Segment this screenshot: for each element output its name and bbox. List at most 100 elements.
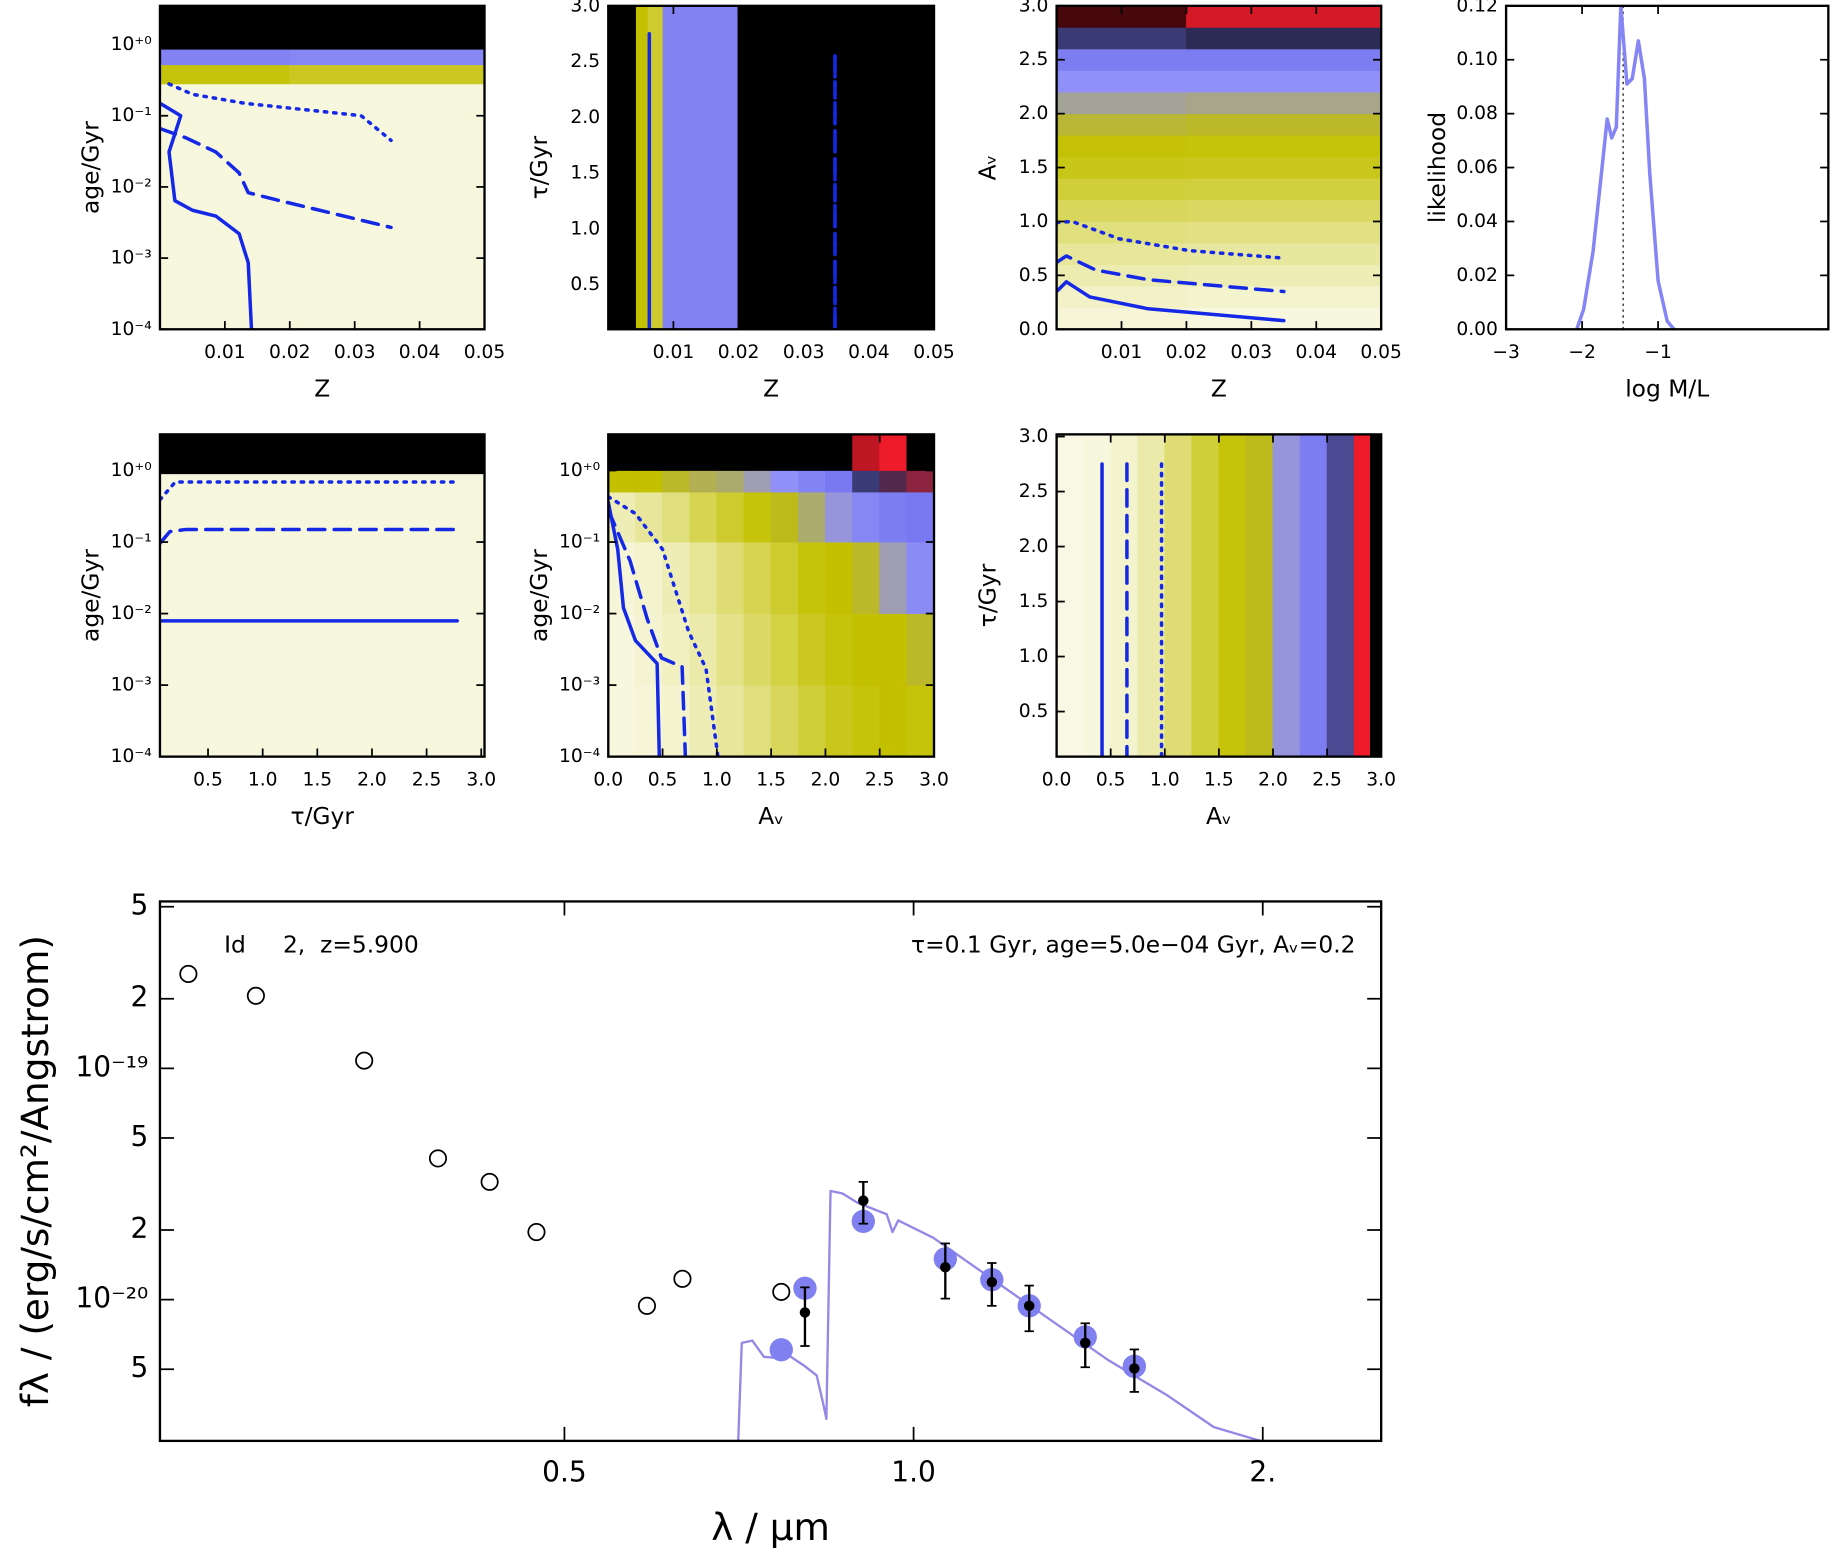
heatmap-cell: [906, 613, 935, 686]
heatmap-cell: [1083, 434, 1112, 757]
y-tick-label: 10⁺⁰: [111, 34, 152, 55]
y-tick-label: 5: [130, 889, 148, 922]
curve: [159, 101, 254, 330]
heatmap-cell: [825, 684, 853, 757]
heatmap-cell: [1056, 113, 1187, 136]
heatmap-cell: [852, 684, 881, 757]
plot-frame: [607, 4, 936, 331]
y-tick-label: 2.5: [1019, 49, 1049, 70]
y-tick-label: 10⁻¹: [111, 532, 152, 553]
y-tick-label: 2.5: [1019, 481, 1049, 502]
y-tick-label: 10⁻³: [559, 675, 600, 696]
heatmap-cell: [716, 470, 745, 493]
observed-point: [940, 1262, 951, 1273]
heatmap-cell: [770, 434, 799, 471]
open-point: [246, 986, 265, 1005]
y-axis-label: age/Gyr: [77, 121, 105, 214]
heatmap-cell: [689, 684, 718, 757]
heatmap-cell: [1056, 134, 1187, 158]
y-axis-label: Aᵥ: [973, 155, 1001, 181]
heatmap-cell: [1186, 48, 1382, 71]
y-tick-label: 0.04: [1456, 211, 1498, 232]
heatmap-cell: [608, 434, 636, 471]
heatmap-cell: [1353, 434, 1371, 757]
plot-area: [179, 964, 1262, 1441]
heatmap-cell: [906, 541, 935, 614]
heatmap-cell: [662, 470, 691, 493]
observed-point: [986, 1276, 998, 1288]
heatmap-cell: [716, 541, 745, 614]
open-point: [480, 1172, 499, 1191]
x-tick-label: 0.04: [1295, 342, 1337, 363]
y-tick-label: 0.00: [1456, 319, 1498, 340]
plot-frame: [1504, 4, 1830, 331]
y-tick-label: 5: [130, 1120, 148, 1153]
x-tick-label: 0.04: [399, 342, 441, 363]
y-axis-label: fλ / (erg/s/cm²/Angstrom): [13, 935, 57, 1407]
heatmap-cell: [906, 491, 935, 543]
heatmap-cell: [159, 473, 485, 757]
heatmap-cell: [879, 541, 908, 614]
plot-area: [608, 434, 935, 757]
heatmap-cell: [770, 470, 799, 493]
heatmap-cell: [608, 613, 636, 686]
heatmap-cell: [1186, 70, 1382, 93]
observed-point: [799, 1307, 811, 1318]
heatmap-cell: [797, 491, 826, 543]
heatmap-cell: [1186, 307, 1382, 330]
x-tick-label: 0.5: [1096, 769, 1126, 790]
heatmap-cell: [1056, 27, 1187, 50]
heatmap-cell: [906, 434, 935, 471]
heatmap-cell: [743, 684, 772, 757]
observed-point: [1129, 1363, 1140, 1374]
heatmap-cell: [1056, 434, 1084, 757]
curve: [737, 1189, 1262, 1441]
heatmap-cell: [716, 434, 745, 471]
heatmap-cell: [608, 684, 636, 757]
heatmap-cell: [879, 434, 908, 471]
x-tick-label: 1.0: [1150, 769, 1180, 790]
curve: [1056, 280, 1286, 323]
x-tick-label: 0.01: [653, 342, 695, 363]
heatmap-cell: [1218, 434, 1247, 757]
heatmap-cell: [825, 470, 853, 493]
heatmap-cell: [1370, 434, 1382, 757]
x-axis-label: λ / μm: [711, 1505, 830, 1549]
heatmap-cell: [770, 541, 799, 614]
y-tick-label: 2: [130, 1212, 148, 1245]
x-tick-label: 2.5: [865, 769, 895, 790]
heatmap-cell: [1186, 264, 1382, 287]
y-tick-label: 3.0: [1019, 426, 1049, 447]
x-tick-label: 2.0: [811, 769, 841, 790]
heatmap-cell: [159, 48, 291, 66]
y-tick-label: 10⁻¹: [111, 105, 152, 126]
heatmap-cell: [689, 491, 718, 543]
x-tick-label: −2: [1568, 342, 1596, 363]
y-tick-label: 10⁻⁴: [111, 746, 152, 767]
heatmap-cell: [635, 541, 663, 614]
x-tick-label: 1.0: [248, 769, 278, 790]
annotation: Id 2, z=5.900: [224, 930, 419, 958]
open-point: [673, 1269, 692, 1288]
heatmap-cell: [662, 434, 691, 471]
x-axis-label: Z: [314, 374, 330, 402]
heatmap-cell: [743, 470, 772, 493]
heatmap-cell: [1186, 5, 1382, 28]
heatmap-cell: [879, 684, 908, 757]
y-tick-label: 10⁻³: [111, 675, 152, 696]
open-point: [179, 964, 198, 984]
heatmap-cell: [1186, 221, 1382, 244]
heatmap-cell: [716, 684, 745, 757]
y-tick-label: 1.0: [1019, 646, 1049, 667]
heatmap-cell: [1056, 91, 1187, 115]
x-tick-label: 2.0: [357, 769, 387, 790]
heatmap-cell: [1272, 434, 1301, 757]
x-tick-label: 0.0: [593, 769, 623, 790]
heatmap-cell: [879, 491, 908, 543]
heatmap-cell: [825, 434, 853, 471]
x-tick-label: 3.0: [919, 769, 949, 790]
heatmap-cell: [1056, 48, 1187, 71]
heatmap-cell: [662, 541, 691, 614]
x-tick-label: 2.5: [1312, 769, 1342, 790]
